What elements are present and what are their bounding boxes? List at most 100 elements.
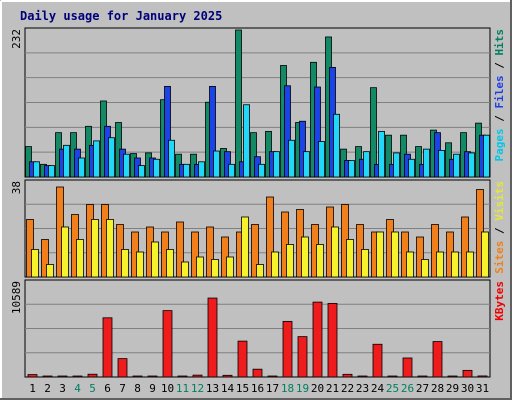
bar-kbytes-day-11 [177,375,188,378]
bar-visits-day-24 [376,231,384,278]
bar-visits-day-8 [136,251,144,278]
bar-kbytes-day-26 [402,357,413,378]
bar-kbytes-day-6 [102,317,113,378]
bar-visits-day-21 [331,226,339,278]
x-tick-label: 4 [74,382,81,395]
x-tick-label: 23 [356,382,369,395]
x-tick-label: 1 [29,382,36,395]
x-tick-label: 14 [221,382,235,395]
bar-visits-day-20 [316,244,324,278]
bar-pages-day-16 [258,163,265,178]
legend-entry: Files [493,75,506,108]
bar-kbytes-day-19 [297,336,308,378]
panel-top: 232 Pages / Files / Hits [10,27,506,178]
x-tick-label: 27 [416,382,429,395]
x-tick-label: 21 [326,382,339,395]
bar-sites-day-28 [431,224,439,278]
bar-kbytes-day-29 [447,375,458,378]
legend-top: Pages / Files / Hits [493,29,506,162]
bar-kbytes-day-24 [372,343,383,378]
bar-kbytes-day-4 [72,375,83,378]
bar-visits-day-26 [406,251,414,278]
bar-hits-day-25 [385,134,392,178]
chart-title: Daily usage for January 2025 [20,9,222,23]
legend-entry: Sites [493,241,506,274]
legend-entry: / [493,221,506,241]
bar-kbytes-day-21 [327,303,338,378]
bar-pages-day-15 [243,104,250,178]
bar-pages-day-26 [408,158,415,178]
bar-visits-day-6 [106,219,114,278]
y-max-label-top: 232 [10,29,23,49]
bar-visits-day-10 [166,249,174,278]
bar-kbytes-day-30 [462,369,473,378]
legend-entry: Visits [493,181,506,221]
bar-visits-day-28 [436,251,444,278]
bar-kbytes-day-16 [252,368,263,378]
bar-pages-day-31 [483,134,490,178]
bar-pages-day-25 [393,152,400,178]
bar-kbytes-day-7 [117,358,128,378]
bar-pages-day-8 [138,165,145,178]
bar-sites-day-11 [176,221,184,278]
x-tick-label: 13 [206,382,219,395]
bar-pages-day-19 [303,151,310,178]
bar-sites-day-27 [416,236,424,278]
bar-hits-day-15 [235,29,242,178]
bar-visits-day-17 [271,251,279,278]
bar-pages-day-24 [378,130,385,178]
bar-visits-day-27 [421,259,429,278]
bar-kbytes-day-20 [312,301,323,378]
bar-visits-day-22 [346,239,354,278]
bar-visits-day-31 [481,231,489,278]
bar-visits-day-4 [76,239,84,278]
bar-visits-day-19 [301,236,309,278]
bar-visits-day-11 [181,261,189,278]
x-tick-label: 29 [446,382,459,395]
legend-bot: KBytes [493,281,506,321]
bar-kbytes-day-14 [222,374,233,378]
bar-visits-day-16 [256,264,264,278]
legend-entry: Pages [493,128,506,161]
bar-kbytes-day-15 [237,340,248,378]
chart-panels: 232 Pages / Files / Hits 38 Sites / Visits 1… [10,27,506,378]
bar-files-day-19 [299,120,306,178]
bar-pages-day-14 [228,163,235,178]
bar-kbytes-day-8 [132,375,143,378]
bar-pages-day-18 [288,139,295,178]
bar-kbytes-day-3 [57,375,68,378]
bar-files-day-18 [284,85,291,178]
bar-sites-day-1 [26,219,34,278]
y-max-label-mid: 38 [10,181,23,194]
x-tick-label: 25 [386,382,399,395]
bar-pages-day-7 [123,153,130,178]
x-tick-label: 10 [161,382,174,395]
panel-bot: 10589 KBytes [10,279,506,378]
bar-pages-day-12 [198,161,205,178]
bar-kbytes-day-23 [357,375,368,378]
bar-kbytes-day-25 [387,375,398,378]
bar-hits-day-27 [415,146,422,178]
x-tick-label: 6 [104,382,111,395]
x-tick-label: 28 [431,382,444,395]
bar-pages-day-5 [93,140,100,178]
bar-visits-day-9 [151,241,159,278]
bar-visits-day-30 [466,251,474,278]
bar-pages-day-20 [318,141,325,178]
bar-visits-day-29 [451,251,459,278]
legend-entry: Hits [493,29,506,56]
bar-kbytes-day-12 [192,374,203,378]
x-tick-label: 26 [401,382,414,395]
bar-kbytes-day-5 [87,373,98,378]
bar-visits-day-14 [226,256,234,278]
x-tick-label: 9 [149,382,156,395]
bar-sites-day-17 [266,196,274,278]
x-tick-label: 8 [134,382,141,395]
bar-kbytes-day-28 [432,341,443,378]
x-axis: 1 2 3 4 5 6 7 8 9 10 11 12 13 14 15 16 17 18 19 20 21 22 23 24 2… [29,382,489,395]
bar-pages-day-27 [423,148,430,178]
bar-pages-day-22 [348,160,355,178]
legend-entry: / [493,109,506,129]
bar-visits-day-18 [286,244,294,278]
